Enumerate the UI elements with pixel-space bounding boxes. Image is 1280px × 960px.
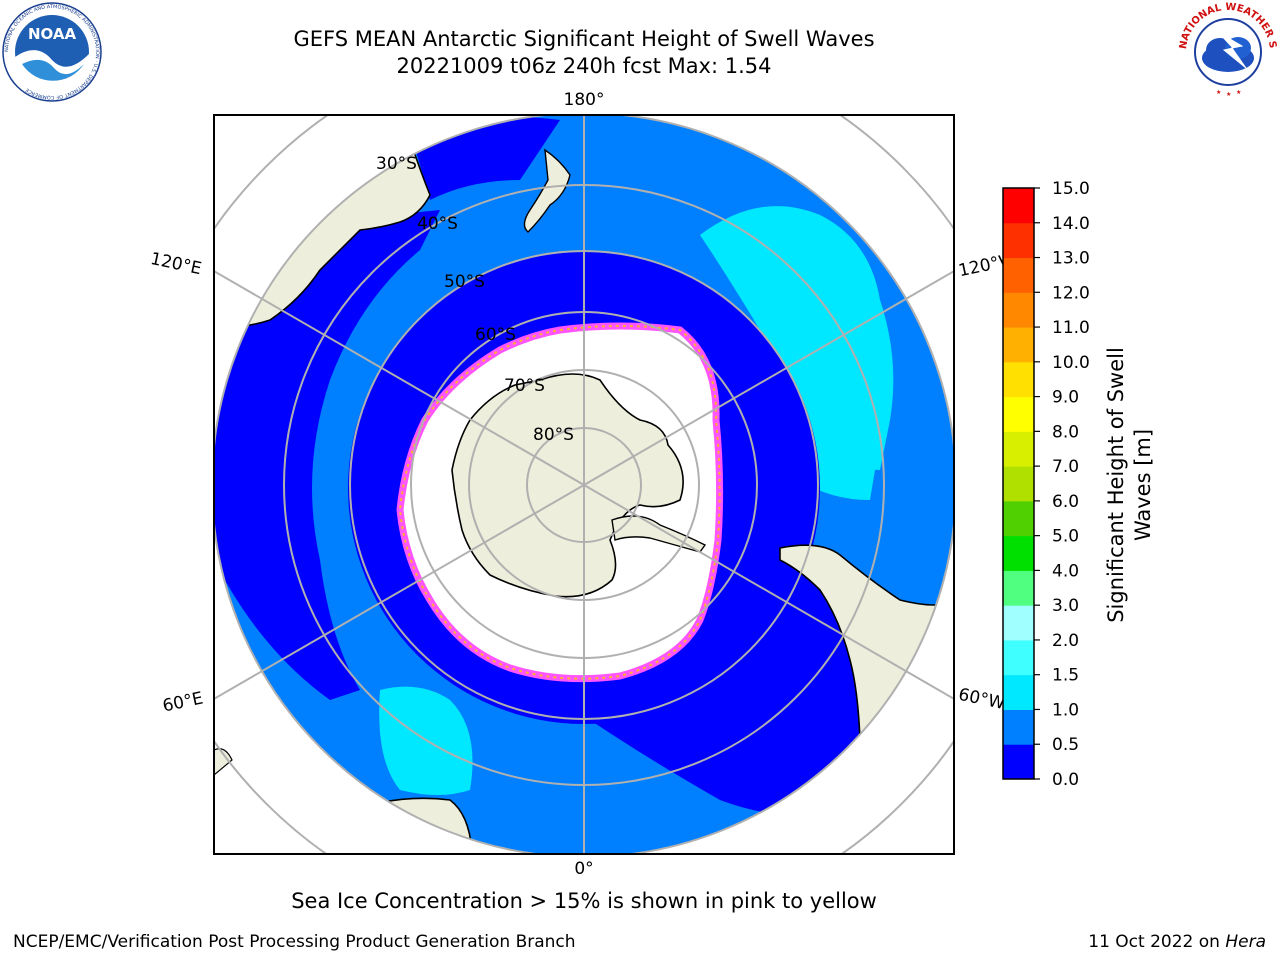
lat-label-40s: 40°S xyxy=(417,214,458,234)
meridian-lines xyxy=(214,115,954,854)
colorbar-tick-label: 5.0 xyxy=(1052,527,1079,547)
colorbar-tick-label: 1.5 xyxy=(1052,666,1079,686)
antarctica xyxy=(451,373,684,598)
colorbar-tick-label: 12.0 xyxy=(1052,283,1090,303)
colorbar-label-line2: Waves [m] xyxy=(1131,429,1155,541)
colorbar-swatch xyxy=(1003,327,1034,363)
colorbar-tick-label: 3.0 xyxy=(1052,596,1079,616)
colorbar-swatch xyxy=(1003,639,1034,676)
colorbar-swatches xyxy=(1003,188,1034,780)
lon-label-0: 0° xyxy=(574,859,593,879)
colorbar-tick-label: 7.0 xyxy=(1052,457,1079,477)
sea-ice-note: Sea Ice Concentration > 15% is shown in … xyxy=(291,889,877,913)
colorbar-ticks: 0.0 0.5 1.0 1.5 2.0 3.0 4.0 5.0 6.0 7.0 8.0 9.0 10.0… xyxy=(1034,179,1090,790)
colorbar-swatch xyxy=(1003,744,1034,780)
colorbar-swatch xyxy=(1003,361,1034,398)
colorbar-tick-label: 15.0 xyxy=(1052,179,1090,199)
colorbar-swatch xyxy=(1003,535,1034,571)
colorbar-tick-label: 4.0 xyxy=(1052,561,1079,581)
footer-date-text: 11 Oct 2022 on xyxy=(1088,932,1226,952)
colorbar-tick-label: 0.0 xyxy=(1052,770,1079,790)
colorbar-swatch xyxy=(1003,188,1034,224)
colorbar-swatch xyxy=(1003,709,1034,745)
colorbar-tick-label: 1.0 xyxy=(1052,700,1079,720)
svg-text:★: ★ xyxy=(1226,91,1231,98)
sea-ice-edge xyxy=(398,325,721,680)
svg-text:★: ★ xyxy=(1236,89,1241,96)
lat-label-60s: 60°S xyxy=(475,325,516,345)
colorbar-tick-label: 14.0 xyxy=(1052,214,1090,234)
new-zealand xyxy=(523,148,571,233)
colorbar-tick-label: 8.0 xyxy=(1052,422,1079,442)
lat-label-80s: 80°S xyxy=(533,425,574,445)
colorbar-tick-label: 0.5 xyxy=(1052,735,1079,755)
swell-band-0.0-0.5-west xyxy=(214,210,440,700)
colorbar-tick-label: 6.0 xyxy=(1052,492,1079,512)
colorbar-swatch xyxy=(1003,396,1034,432)
lat-label-30s: 30°S xyxy=(376,154,417,174)
svg-text:★: ★ xyxy=(1216,89,1221,96)
noaa-logo-text: NOAA xyxy=(28,25,77,43)
colorbar-tick-label: 10.0 xyxy=(1052,353,1090,373)
colorbar-tick-label: 9.0 xyxy=(1052,388,1079,408)
colorbar-swatch xyxy=(1003,431,1034,467)
colorbar-swatch xyxy=(1003,570,1034,606)
colorbar-swatch xyxy=(1003,292,1034,328)
colorbar-swatch xyxy=(1003,222,1034,259)
lat-label-50s: 50°S xyxy=(444,272,485,292)
nws-logo: NATIONAL WEATHER SERVICE ★ ★ ★ xyxy=(1178,2,1278,101)
colorbar-swatch xyxy=(1003,257,1034,293)
colorbar-swatch xyxy=(1003,674,1034,710)
chart-subtitle: 20221009 t06z 240h fcst Max: 1.54 xyxy=(396,54,772,78)
chart-title: GEFS MEAN Antarctic Significant Height o… xyxy=(293,27,875,51)
colorbar-swatch xyxy=(1003,466,1034,502)
lon-label-180: 180° xyxy=(564,90,605,110)
footer-branch: NCEP/EMC/Verification Post Processing Pr… xyxy=(13,932,576,952)
colorbar-tick-label: 13.0 xyxy=(1052,249,1090,269)
noaa-logo: NOAA NATIONAL OCEANIC AND ATMOSPHERIC AD… xyxy=(2,2,102,102)
colorbar-tick-label: 11.0 xyxy=(1052,318,1090,338)
footer-date: 11 Oct 2022 on Hera xyxy=(1088,932,1266,952)
colorbar-label-line1: Significant Height of Swell xyxy=(1104,347,1128,623)
colorbar-swatch xyxy=(1003,500,1034,537)
colorbar-tick-label: 2.0 xyxy=(1052,631,1079,651)
colorbar-swatch xyxy=(1003,605,1034,641)
colorbar-frame xyxy=(1002,187,1035,780)
footer-host: Hera xyxy=(1225,932,1266,952)
lat-label-70s: 70°S xyxy=(504,376,545,396)
map-frame xyxy=(213,114,955,855)
